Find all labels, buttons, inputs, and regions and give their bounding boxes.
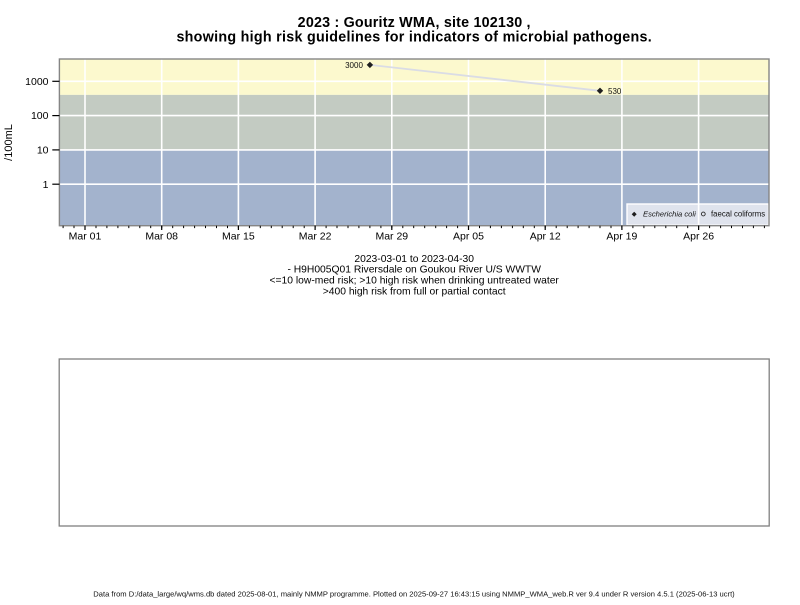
svg-text:>400 high risk from full or pa: >400 high risk from full or partial cont… <box>323 286 506 297</box>
svg-text:530: 530 <box>608 87 622 96</box>
svg-text:showing high risk guidelines f: showing high risk guidelines for indicat… <box>176 30 652 46</box>
svg-text:Mar 01: Mar 01 <box>69 231 102 243</box>
svg-text:Apr 19: Apr 19 <box>606 231 637 243</box>
svg-text:Mar 08: Mar 08 <box>145 231 178 243</box>
svg-text:Mar 22: Mar 22 <box>299 231 332 243</box>
svg-text:2023-03-01 to 2023-04-30: 2023-03-01 to 2023-04-30 <box>354 254 474 265</box>
svg-text:/100mL: /100mL <box>3 124 15 161</box>
svg-text:faecal coliforms: faecal coliforms <box>711 210 765 219</box>
svg-text:Data from D:/data_large/wq/wms: Data from D:/data_large/wq/wms.db dated … <box>93 589 735 598</box>
svg-text:3000: 3000 <box>345 61 363 70</box>
svg-text:2023 : Gouritz WMA, site 10213: 2023 : Gouritz WMA, site 102130 , <box>298 15 531 31</box>
svg-text:- H9H005Q01 Riversdale on Gouk: - H9H005Q01 Riversdale on Goukou River U… <box>287 265 541 276</box>
svg-text:Apr 05: Apr 05 <box>453 231 484 243</box>
svg-text:Apr 12: Apr 12 <box>530 231 561 243</box>
svg-text:100: 100 <box>31 110 49 122</box>
svg-text:Escherichia coli: Escherichia coli <box>643 210 696 219</box>
svg-text:Mar 29: Mar 29 <box>375 231 408 243</box>
svg-text:Apr 26: Apr 26 <box>683 231 714 243</box>
svg-text:Mar 15: Mar 15 <box>222 231 255 243</box>
svg-text:10: 10 <box>37 145 49 157</box>
svg-text:1: 1 <box>43 179 49 191</box>
svg-text:1000: 1000 <box>25 76 49 88</box>
svg-text:<=10 low-med risk; >10 high ri: <=10 low-med risk; >10 high risk when dr… <box>270 276 560 287</box>
